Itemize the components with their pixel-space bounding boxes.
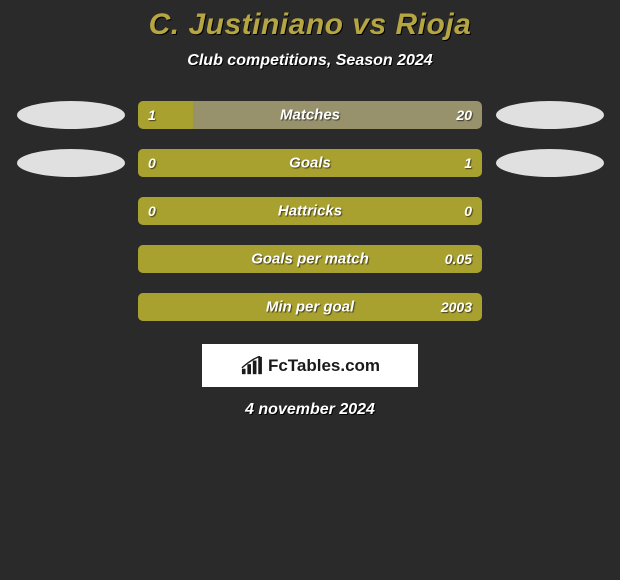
stat-row: Goals per match 0.05 [0,244,620,274]
stat-label: Hattricks [278,203,342,220]
left-ellipse-slot [13,292,128,322]
stat-label: Matches [280,107,340,124]
right-ellipse-slot [492,100,607,130]
right-ellipse-slot [492,292,607,322]
stat-row: Min per goal 2003 [0,292,620,322]
stat-row: 0 Hattricks 0 [0,196,620,226]
player-marker-left [17,149,125,177]
stat-left-value: 0 [148,155,156,171]
stat-label: Goals [289,155,331,172]
stat-row: 1 Matches 20 [0,100,620,130]
bar-fill-left [138,101,193,129]
footer-date: 4 november 2024 [0,401,620,419]
stat-left-value: 1 [148,107,156,123]
left-ellipse-slot [13,196,128,226]
stat-right-value: 0.05 [445,251,472,267]
stat-bar: Min per goal 2003 [138,293,482,321]
stat-right-value: 0 [464,203,472,219]
stat-bar: 0 Hattricks 0 [138,197,482,225]
stat-left-value: 0 [148,203,156,219]
stat-right-value: 20 [456,107,472,123]
stats-comparison-panel: C. Justiniano vs Rioja Club competitions… [0,0,620,419]
left-ellipse-slot [13,244,128,274]
brand-text: FcTables.com [268,356,380,376]
stat-bar: Goals per match 0.05 [138,245,482,273]
right-ellipse-slot [492,244,607,274]
stat-label: Goals per match [251,251,369,268]
page-subtitle: Club competitions, Season 2024 [0,52,620,70]
left-ellipse-slot [13,148,128,178]
stat-right-value: 1 [464,155,472,171]
brand-box[interactable]: FcTables.com [202,344,418,387]
page-title: C. Justiniano vs Rioja [0,8,620,42]
stat-bar: 0 Goals 1 [138,149,482,177]
player-marker-right [496,149,604,177]
left-ellipse-slot [13,100,128,130]
stats-rows: 1 Matches 20 0 Goals 1 [0,100,620,322]
stat-row: 0 Goals 1 [0,148,620,178]
right-ellipse-slot [492,148,607,178]
player-marker-right [496,101,604,129]
player-marker-left [17,101,125,129]
stat-right-value: 2003 [441,299,472,315]
bar-chart-icon [240,356,262,376]
stat-bar: 1 Matches 20 [138,101,482,129]
right-ellipse-slot [492,196,607,226]
stat-label: Min per goal [266,299,354,316]
